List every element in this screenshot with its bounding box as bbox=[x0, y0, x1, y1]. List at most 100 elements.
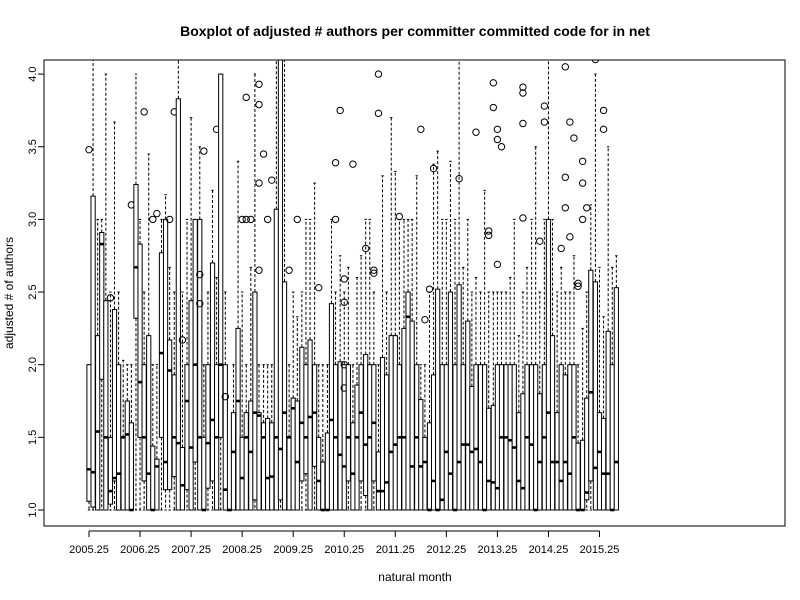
outlier-point bbox=[574, 282, 582, 290]
x-tick-label: 2014.25 bbox=[529, 544, 569, 556]
box-group bbox=[106, 291, 115, 511]
box-iqr bbox=[243, 412, 249, 511]
outlier-point bbox=[259, 150, 268, 158]
outlier-point bbox=[247, 215, 255, 224]
box-iqr bbox=[567, 364, 573, 511]
outlier-point bbox=[485, 227, 493, 235]
box-iqr bbox=[418, 399, 424, 511]
outlier-point bbox=[421, 315, 429, 324]
outlier-point bbox=[493, 135, 502, 144]
box-group bbox=[137, 218, 143, 511]
box-iqr bbox=[188, 300, 194, 511]
box-group bbox=[175, 60, 181, 511]
box-group bbox=[519, 83, 527, 511]
box-iqr bbox=[605, 330, 611, 511]
x-tick-label: 2011.25 bbox=[376, 544, 415, 556]
outlier-point bbox=[519, 214, 527, 222]
y-tick-label: 1.5 bbox=[27, 430, 39, 445]
x-axis-label: natural month bbox=[378, 570, 451, 584]
outlier-point bbox=[455, 175, 463, 183]
outlier-point bbox=[196, 299, 204, 308]
outlier-point bbox=[429, 164, 438, 173]
box-iqr bbox=[222, 364, 228, 511]
box-iqr bbox=[158, 252, 165, 438]
box-group bbox=[133, 73, 139, 511]
outlier-point bbox=[221, 392, 230, 401]
box-iqr bbox=[482, 364, 488, 511]
box-iqr bbox=[584, 397, 590, 501]
outlier-point bbox=[149, 215, 157, 224]
box-iqr bbox=[401, 327, 407, 511]
box-iqr bbox=[256, 412, 262, 511]
outlier-point bbox=[178, 336, 187, 344]
outlier-point bbox=[349, 160, 357, 168]
outlier-point bbox=[574, 279, 582, 288]
box-group bbox=[218, 73, 224, 511]
box-group bbox=[591, 60, 600, 511]
box-iqr bbox=[388, 335, 394, 511]
box-iqr bbox=[379, 356, 386, 511]
box-iqr bbox=[439, 364, 445, 511]
box-iqr bbox=[460, 364, 466, 511]
box-iqr bbox=[409, 320, 415, 511]
plot-frame bbox=[43, 59, 786, 527]
box-iqr bbox=[447, 291, 454, 511]
box-iqr bbox=[392, 335, 398, 511]
box-group bbox=[425, 285, 434, 512]
box-iqr bbox=[596, 412, 603, 511]
outlier-point bbox=[395, 212, 404, 221]
box-iqr bbox=[324, 432, 331, 511]
box-iqr bbox=[422, 436, 428, 511]
x-tick-label: 2007.25 bbox=[171, 544, 211, 556]
box-iqr bbox=[86, 364, 92, 502]
box-group bbox=[162, 194, 169, 511]
x-tick-label: 2008.25 bbox=[222, 544, 262, 556]
outlier-point bbox=[519, 119, 527, 128]
box-group bbox=[583, 204, 591, 511]
box-iqr bbox=[435, 288, 441, 511]
box-iqr bbox=[286, 436, 292, 511]
box-iqr bbox=[197, 218, 203, 511]
box-iqr bbox=[95, 335, 101, 511]
x-tick-label: 2005.25 bbox=[69, 544, 109, 556]
box-iqr bbox=[124, 400, 130, 511]
outlier-point bbox=[489, 103, 498, 112]
box-iqr bbox=[456, 284, 462, 511]
box-iqr bbox=[128, 422, 134, 511]
y-tick-label: 1.0 bbox=[27, 502, 39, 517]
box-iqr bbox=[613, 287, 619, 511]
box-group bbox=[165, 215, 174, 511]
box-iqr bbox=[277, 60, 284, 501]
outlier-point bbox=[85, 145, 93, 154]
box-iqr bbox=[600, 417, 607, 511]
box-group bbox=[312, 182, 318, 511]
box-group bbox=[429, 163, 438, 511]
box-iqr bbox=[175, 98, 181, 511]
box-group bbox=[281, 60, 288, 511]
outlier-point bbox=[255, 179, 263, 187]
box-iqr bbox=[345, 364, 351, 482]
outlier-point bbox=[583, 204, 591, 212]
box-iqr bbox=[150, 445, 156, 511]
outlier-point bbox=[536, 237, 544, 245]
box-iqr bbox=[179, 447, 186, 511]
box-iqr bbox=[162, 218, 169, 491]
box-iqr bbox=[192, 218, 198, 463]
box-iqr bbox=[103, 300, 109, 511]
box-iqr bbox=[230, 412, 237, 511]
box-group bbox=[566, 118, 574, 511]
outlier-point bbox=[255, 80, 263, 88]
box-group bbox=[226, 508, 232, 512]
y-tick-label: 3.5 bbox=[27, 139, 39, 154]
box-iqr bbox=[473, 364, 479, 511]
box-iqr bbox=[120, 436, 126, 511]
box-iqr bbox=[337, 361, 343, 511]
box-iqr bbox=[146, 335, 152, 511]
box-group bbox=[392, 170, 398, 511]
box-iqr bbox=[281, 281, 288, 511]
outlier-point bbox=[370, 266, 378, 274]
box-iqr bbox=[609, 364, 615, 511]
box-group bbox=[178, 291, 187, 511]
outlier-point bbox=[285, 266, 293, 274]
box-iqr bbox=[549, 335, 556, 511]
